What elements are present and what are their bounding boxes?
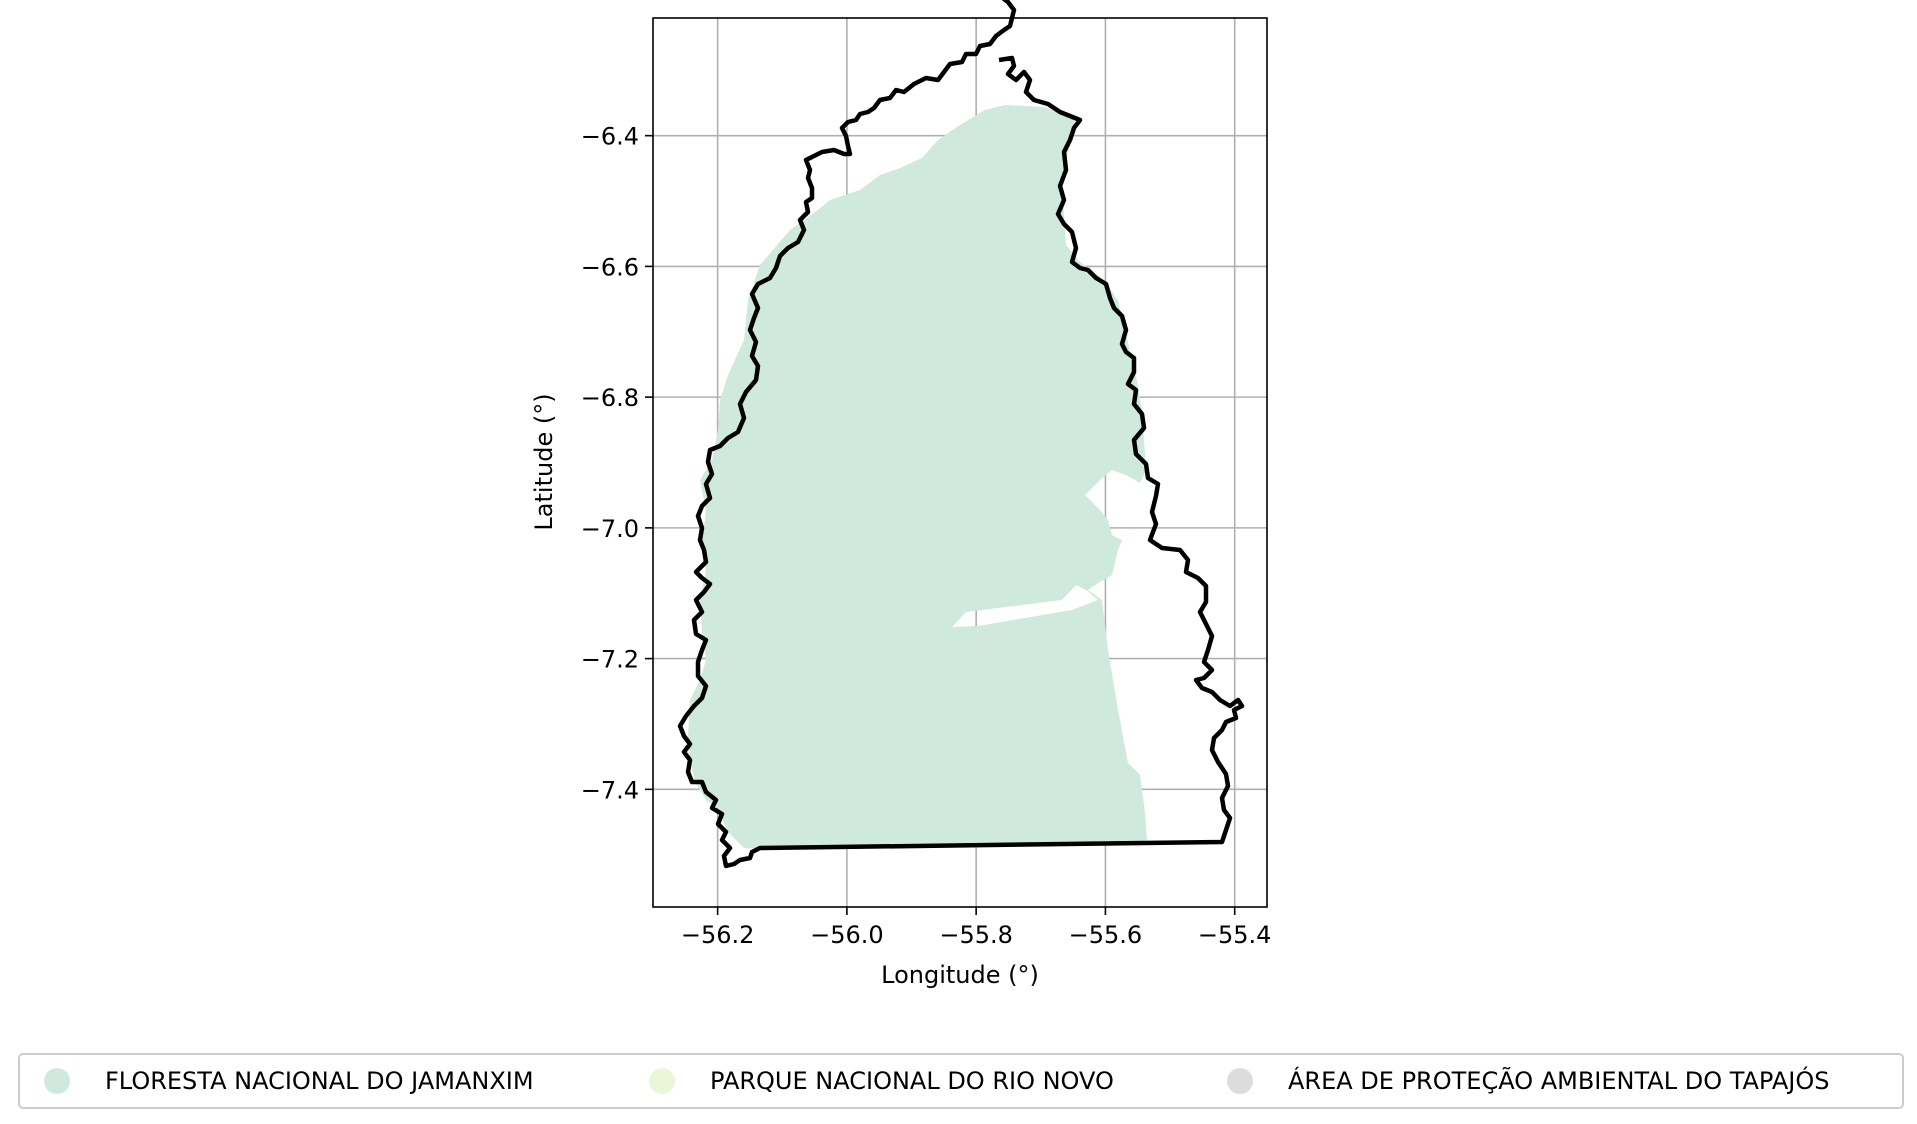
y-tick-label: −6.6 <box>581 253 639 281</box>
legend-marker-apa <box>1227 1068 1253 1094</box>
x-tick-label: −55.4 <box>1198 921 1272 949</box>
legend-label-floresta: FLORESTA NACIONAL DO JAMANXIM <box>105 1067 534 1095</box>
legend: FLORESTA NACIONAL DO JAMANXIM PARQUE NAC… <box>18 1053 1904 1109</box>
x-tick-label: −55.6 <box>1069 921 1143 949</box>
x-tick-label: −56.2 <box>681 921 755 949</box>
x-tick-label: −56.0 <box>810 921 884 949</box>
y-tick-label: −6.8 <box>581 384 639 412</box>
legend-frame <box>18 1053 1904 1109</box>
legend-label-parque: PARQUE NACIONAL DO RIO NOVO <box>710 1067 1114 1095</box>
floresta-area-fill <box>688 105 1147 848</box>
y-tick-label: −6.4 <box>581 123 639 151</box>
x-axis-label: Longitude (°) <box>881 961 1039 989</box>
y-tick-label: −7.2 <box>581 646 639 674</box>
y-axis-ticks: −6.4 −6.6 −6.8 −7.0 −7.2 −7.4 <box>581 123 653 804</box>
y-axis-label: Latitude (°) <box>530 393 558 530</box>
x-tick-label: −55.8 <box>939 921 1013 949</box>
x-axis-ticks: −56.2 −56.0 −55.8 −55.6 −55.4 <box>681 907 1272 949</box>
y-tick-label: −7.4 <box>581 776 639 804</box>
legend-label-apa: ÁREA DE PROTEÇÃO AMBIENTAL DO TAPAJÓS <box>1288 1065 1830 1095</box>
legend-marker-floresta <box>44 1068 70 1094</box>
legend-marker-parque <box>649 1068 675 1094</box>
axes-frame <box>652 17 1268 908</box>
y-tick-label: −7.0 <box>581 515 639 543</box>
area-boundary-outline <box>677 0 1245 869</box>
